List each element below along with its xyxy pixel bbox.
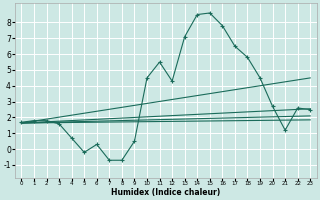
- X-axis label: Humidex (Indice chaleur): Humidex (Indice chaleur): [111, 188, 220, 197]
